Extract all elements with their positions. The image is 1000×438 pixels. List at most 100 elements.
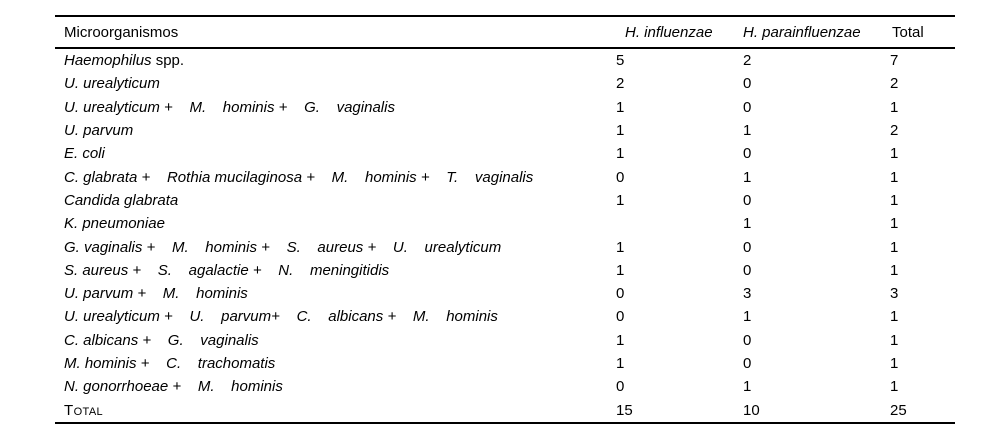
row-label: Haemophilus spp. (55, 48, 616, 72)
cell-total: 3 (890, 285, 899, 303)
row-label-italic: S. aureus + S. agalactie + N. meningitid… (64, 261, 390, 279)
cell-total: 1 (890, 378, 899, 396)
table-row: U. parvum 1 1 2 (55, 119, 955, 142)
cell-h-influenzae: 0 (616, 285, 625, 303)
table-row: U. parvum + M. hominis 0 3 3 (55, 282, 955, 305)
row-label: Total (55, 398, 616, 422)
microorganisms-table: Microorganismos H. influenzae H. parainf… (55, 15, 955, 424)
cell-h-influenzae: 1 (616, 98, 625, 116)
cell-h-parainfluenzae: 2 (743, 52, 752, 70)
row-label-italic: M. hominis + C. trachomatis (64, 355, 276, 372)
row-label-italic: C. glabrata + Rothia mucilaginosa + M. h… (64, 168, 534, 186)
cell-h-parainfluenzae: 0 (743, 145, 752, 163)
row-label: C. albicans + G. vaginalis (55, 329, 616, 352)
cell-h-parainfluenzae: 1 (743, 378, 752, 396)
row-label: N. gonorrhoeae + M. hominis (55, 375, 616, 398)
cell-h-influenzae: 0 (616, 378, 625, 396)
table-row: C. albicans + G. vaginalis 1 0 1 (55, 329, 955, 352)
row-label-italic: G. vaginalis + M. hominis + S. aureus + … (64, 238, 502, 256)
table-row: G. vaginalis + M. hominis + S. aureus + … (55, 235, 955, 258)
row-label: U. parvum + M. hominis (55, 282, 616, 305)
cell-total: 25 (890, 401, 907, 419)
cell-h-parainfluenzae: 0 (743, 331, 752, 349)
row-label: Candida glabrata (55, 189, 616, 212)
cell-total: 1 (890, 238, 899, 256)
cell-total: 1 (890, 355, 899, 372)
row-label: U. urealyticum (55, 72, 616, 95)
table-row: U. urealyticum + M. hominis + G. vaginal… (55, 96, 955, 119)
cell-total: 1 (890, 215, 899, 233)
cell-h-influenzae: 1 (616, 355, 625, 372)
cell-total: 1 (890, 261, 899, 279)
cell-h-parainfluenzae: 10 (743, 401, 760, 419)
table-body: Haemophilus spp. 5 2 7 U. urealyticum 2 … (55, 48, 955, 423)
table: Microorganismos H. influenzae H. parainf… (55, 15, 955, 424)
cell-total: 1 (890, 191, 899, 209)
cell-h-parainfluenzae: 0 (743, 355, 752, 372)
row-label: U. parvum (55, 119, 616, 142)
cell-h-parainfluenzae: 0 (743, 191, 752, 209)
row-label: S. aureus + S. agalactie + N. meningitid… (55, 259, 616, 282)
row-label: C. glabrata + Rothia mucilaginosa + M. h… (55, 165, 616, 188)
row-label-italic: U. urealyticum + M. hominis + G. vaginal… (64, 98, 395, 116)
cell-h-influenzae: 1 (616, 238, 625, 256)
cell-h-influenzae: 0 (616, 308, 625, 326)
cell-h-influenzae: 5 (616, 52, 625, 70)
table-header-row: Microorganismos H. influenzae H. parainf… (55, 16, 955, 49)
cell-total: 2 (890, 75, 899, 93)
cell-h-influenzae: 15 (616, 401, 633, 419)
header-microorganismos: Microorganismos (55, 16, 616, 49)
table-row: E. coli 1 0 1 (55, 142, 955, 165)
table-row: M. hominis + C. trachomatis 1 0 1 (55, 352, 955, 375)
table-row: Haemophilus spp. 5 2 7 (55, 48, 955, 72)
table-row: Candida glabrata 1 0 1 (55, 189, 955, 212)
table-row: Total 15 10 25 (55, 398, 955, 422)
header-h-influenzae: H. influenzae (616, 16, 743, 49)
cell-h-parainfluenzae: 1 (743, 215, 752, 233)
cell-h-parainfluenzae: 1 (743, 168, 752, 186)
row-label-italic: C. albicans + G. vaginalis (64, 331, 259, 349)
cell-h-influenzae: 1 (616, 331, 625, 349)
row-label: U. urealyticum + U. parvum+ C. albicans … (55, 305, 616, 328)
cell-h-parainfluenzae: 0 (743, 261, 752, 279)
cell-h-parainfluenzae: 0 (743, 98, 752, 116)
cell-total: 2 (890, 122, 899, 140)
cell-total: 1 (890, 145, 899, 163)
row-label-italic: U. urealyticum (64, 75, 160, 93)
row-label: K. pneumoniae (55, 212, 616, 235)
header-h-parainfluenzae: H. parainfluenzae (743, 16, 890, 49)
cell-h-parainfluenzae: 1 (743, 122, 752, 140)
row-label-italic: Haemophilus (64, 52, 152, 70)
cell-h-influenzae: 1 (616, 122, 625, 140)
table-row: U. urealyticum 2 0 2 (55, 72, 955, 95)
table-row: S. aureus + S. agalactie + N. meningitid… (55, 259, 955, 282)
row-label: M. hominis + C. trachomatis (55, 352, 616, 375)
cell-total: 1 (890, 331, 899, 349)
cell-h-parainfluenzae: 1 (743, 308, 752, 326)
table-row: K. pneumoniae 1 1 (55, 212, 955, 235)
row-label: E. coli (55, 142, 616, 165)
row-label-italic: Candida glabrata (64, 191, 179, 209)
row-label-italic: K. pneumoniae (64, 215, 165, 233)
row-label-italic: N. gonorrhoeae + M. hominis (64, 378, 283, 396)
row-label-italic: U. parvum + M. hominis (64, 285, 248, 303)
row-label: U. urealyticum + M. hominis + G. vaginal… (55, 96, 616, 119)
cell-h-parainfluenzae: 0 (743, 75, 752, 93)
cell-h-influenzae: 2 (616, 75, 625, 93)
row-label-italic: U. urealyticum + U. parvum+ C. albicans … (64, 308, 498, 326)
cell-h-influenzae: 1 (616, 191, 625, 209)
cell-h-influenzae: 1 (616, 145, 625, 163)
cell-total: 7 (890, 52, 899, 70)
cell-total: 1 (890, 308, 899, 326)
cell-h-influenzae (616, 212, 743, 235)
header-total: Total (890, 16, 955, 49)
cell-h-influenzae: 1 (616, 261, 625, 279)
row-label: G. vaginalis + M. hominis + S. aureus + … (55, 235, 616, 258)
cell-h-influenzae: 0 (616, 168, 625, 186)
cell-total: 1 (890, 168, 899, 186)
row-label-italic: U. parvum (64, 122, 134, 140)
table-row: N. gonorrhoeae + M. hominis 0 1 1 (55, 375, 955, 398)
table-row: C. glabrata + Rothia mucilaginosa + M. h… (55, 165, 955, 188)
row-label-plain: spp. (151, 52, 185, 70)
row-label-italic: E. coli (64, 145, 105, 163)
